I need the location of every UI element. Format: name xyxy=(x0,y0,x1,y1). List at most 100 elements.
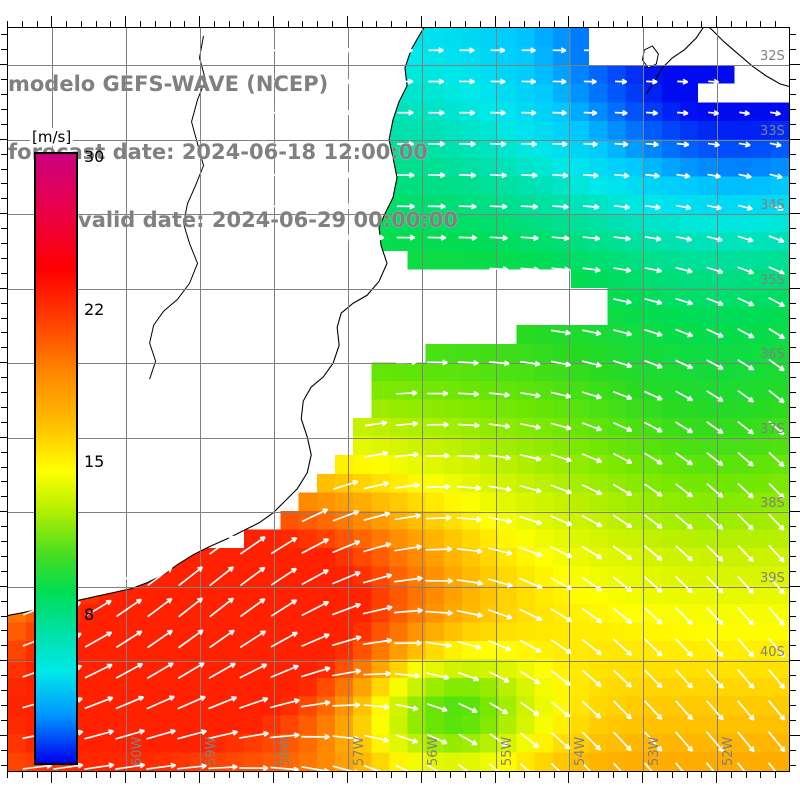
longitude-label: 57W xyxy=(351,736,367,766)
axis-tick-minor xyxy=(1,49,7,51)
axis-tick-minor xyxy=(730,21,732,27)
axis-tick-minor xyxy=(538,772,540,778)
axis-tick-minor xyxy=(154,772,156,778)
wind-arrow xyxy=(427,234,447,241)
wind-arrow xyxy=(363,481,390,490)
wind-arrow xyxy=(363,670,391,677)
axis-tick-minor xyxy=(509,772,511,778)
wind-arrow xyxy=(488,423,511,430)
wind-arrow xyxy=(768,575,785,595)
wind-arrow xyxy=(489,234,508,241)
axis-tick-minor xyxy=(790,108,796,110)
wind-arrow xyxy=(612,638,633,657)
wind-arrow xyxy=(456,578,483,587)
wind-arrow xyxy=(737,297,755,307)
wind-arrow xyxy=(675,359,694,370)
axis-tick-minor xyxy=(790,749,796,751)
axis-tick-major xyxy=(790,64,800,66)
axis-tick-major xyxy=(51,16,53,27)
wind-arrow xyxy=(397,47,413,54)
wind-arrow xyxy=(426,421,449,428)
wind-arrow xyxy=(394,544,423,552)
wind-arrow xyxy=(396,234,416,241)
axis-tick-major xyxy=(642,772,644,783)
wind-arrow xyxy=(459,78,475,85)
wind-arrow xyxy=(768,235,785,244)
wind-arrow xyxy=(674,731,694,752)
axis-tick-minor xyxy=(228,21,230,27)
wind-arrow xyxy=(706,452,724,467)
wind-arrow xyxy=(362,637,393,646)
wind-arrow xyxy=(488,639,512,652)
axis-tick-minor xyxy=(790,451,796,453)
axis-tick-minor xyxy=(287,21,289,27)
wind-arrow xyxy=(737,359,755,371)
gridline-meridian xyxy=(200,28,202,771)
latitude-label: 36S xyxy=(760,347,785,363)
wind-arrow xyxy=(335,172,353,179)
wind-arrow xyxy=(737,451,754,467)
gridline-meridian xyxy=(717,28,719,771)
bottom-axis-ticks xyxy=(7,772,790,784)
axis-tick-minor xyxy=(1,555,7,557)
wind-arrow xyxy=(301,508,329,523)
axis-tick-minor xyxy=(671,21,673,27)
latitude-label: 38S xyxy=(760,496,785,512)
gridline-meridian xyxy=(495,28,497,771)
wind-arrow xyxy=(613,235,631,242)
gridline-meridian xyxy=(347,28,349,771)
axis-tick-minor xyxy=(302,772,304,778)
wind-arrow xyxy=(706,483,724,499)
wind-arrow xyxy=(706,328,724,338)
wind-arrow xyxy=(395,420,419,427)
axis-tick-major xyxy=(199,772,201,783)
axis-tick-major xyxy=(272,772,274,783)
axis-tick-minor xyxy=(790,257,796,259)
axis-tick-minor xyxy=(775,772,777,778)
wind-arrow xyxy=(645,109,658,117)
axis-tick-minor xyxy=(1,79,7,81)
axis-tick-minor xyxy=(627,21,629,27)
wind-arrow xyxy=(519,546,543,558)
wind-arrow xyxy=(115,728,145,740)
wind-arrow xyxy=(705,731,724,753)
wind-arrow xyxy=(207,729,239,740)
wind-arrow xyxy=(768,358,785,372)
wind-arrow xyxy=(519,484,542,494)
wind-arrow xyxy=(675,483,693,498)
wind-arrow xyxy=(489,732,509,747)
wind-arrow xyxy=(335,140,353,147)
wind-arrow xyxy=(612,452,633,464)
wind-arrow xyxy=(366,47,383,54)
axis-tick-minor xyxy=(213,772,215,778)
axis-tick-minor xyxy=(730,772,732,778)
wind-arrow xyxy=(301,633,330,648)
axis-tick-major xyxy=(642,16,644,27)
wind-arrow xyxy=(581,483,603,496)
gridline-parallel xyxy=(8,139,789,141)
wind-arrow xyxy=(490,172,507,179)
axis-tick-minor xyxy=(790,94,796,96)
wind-arrow xyxy=(239,566,266,587)
wind-arrow xyxy=(335,78,352,85)
wind-arrow xyxy=(614,109,628,116)
axis-tick-minor xyxy=(1,272,7,274)
wind-arrow xyxy=(178,629,204,649)
wind-arrow xyxy=(363,703,390,710)
wind-arrow xyxy=(736,731,755,753)
gridline-meridian xyxy=(126,28,128,771)
axis-tick-minor xyxy=(1,421,7,423)
longitude-label: 56W xyxy=(425,736,441,766)
wind-arrow xyxy=(737,328,755,339)
wind-arrow xyxy=(643,762,653,771)
wind-arrow xyxy=(646,78,658,85)
axis-tick-minor xyxy=(66,21,68,27)
axis-tick-minor xyxy=(258,772,260,778)
wind-arrow xyxy=(458,359,479,366)
wind-arrow xyxy=(426,672,450,681)
wind-arrow xyxy=(301,733,330,740)
wind-arrow xyxy=(737,606,755,626)
wind-arrow xyxy=(581,453,603,464)
latitude-label: 34S xyxy=(760,198,785,214)
wind-arrow xyxy=(362,573,393,584)
